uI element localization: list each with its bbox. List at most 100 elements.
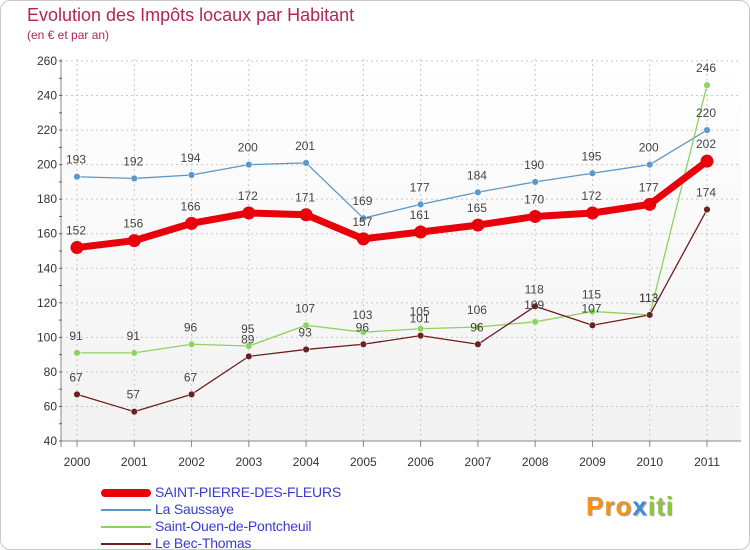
legend-label: SAINT-PIERRE-DES-FLEURS — [155, 484, 341, 500]
data-label: 107 — [295, 301, 315, 315]
data-label: 220 — [696, 106, 716, 120]
data-label: 106 — [467, 303, 487, 317]
x-tick-label: 2008 — [522, 455, 549, 469]
data-label: 190 — [524, 158, 544, 172]
data-label: 105 — [410, 305, 430, 319]
series-line-1 — [76, 129, 708, 219]
data-point — [245, 161, 253, 169]
data-point — [703, 126, 711, 134]
data-point — [299, 208, 313, 222]
logo-letter: x — [632, 491, 648, 521]
data-point — [242, 206, 256, 220]
data-label: 194 — [181, 151, 201, 165]
data-point — [417, 332, 425, 340]
data-point — [417, 200, 425, 208]
data-point — [528, 209, 542, 223]
data-label: 152 — [66, 224, 86, 238]
data-label: 91 — [69, 329, 83, 343]
data-label: 171 — [295, 191, 315, 205]
data-label: 200 — [238, 141, 258, 155]
data-point — [531, 302, 539, 310]
grid-lines — [61, 59, 741, 442]
data-point — [70, 241, 84, 255]
data-point — [646, 311, 654, 319]
data-point — [585, 206, 599, 220]
chart-subtitle: (en € et par an) — [27, 28, 110, 42]
y-tick-label: 200 — [37, 158, 57, 172]
legend-swatch — [101, 508, 151, 511]
data-point — [302, 321, 310, 329]
data-point — [703, 81, 711, 89]
logo-letter: t — [656, 491, 666, 521]
data-label: 96 — [470, 320, 484, 334]
data-point — [531, 178, 539, 186]
data-label: 115 — [582, 287, 601, 301]
data-point — [588, 169, 597, 177]
data-point — [245, 352, 253, 360]
data-point — [700, 154, 714, 168]
y-tick-label: 40 — [44, 434, 58, 448]
x-tick-label: 2002 — [178, 455, 205, 469]
data-point — [356, 232, 370, 246]
data-label: 95 — [241, 322, 255, 336]
plot-background — [61, 59, 741, 441]
y-tick-label: 140 — [37, 261, 57, 275]
data-label: 67 — [69, 370, 83, 384]
data-label: 170 — [524, 192, 544, 206]
y-tick-label: 120 — [37, 296, 57, 310]
data-label: 200 — [639, 141, 659, 155]
y-tick-label: 220 — [37, 123, 57, 137]
proxiti-logo: Proxiti — [586, 491, 674, 522]
x-tick-label: 2010 — [636, 455, 663, 469]
data-label: 177 — [410, 180, 430, 194]
data-point — [302, 159, 310, 167]
data-label: 107 — [581, 301, 601, 315]
data-point — [359, 340, 367, 348]
x-tick-label: 2000 — [64, 455, 91, 469]
y-tick-label: 260 — [37, 54, 57, 68]
data-point — [474, 340, 482, 348]
data-label: 193 — [66, 153, 86, 167]
y-tick-label: 80 — [44, 365, 58, 379]
x-tick-label: 2003 — [235, 455, 262, 469]
data-point — [643, 197, 657, 211]
x-tick-label: 2006 — [407, 455, 434, 469]
data-label: 113 — [639, 291, 658, 305]
x-tick-label: 2004 — [293, 455, 320, 469]
y-tick-label: 180 — [37, 192, 57, 206]
y-tick-label: 100 — [37, 330, 57, 344]
y-tick-label: 160 — [37, 227, 57, 241]
data-point — [414, 225, 428, 239]
data-label: 91 — [127, 329, 141, 343]
data-point — [646, 161, 654, 169]
data-point — [471, 218, 485, 232]
data-point — [130, 349, 138, 357]
data-point — [130, 408, 138, 416]
x-tick-label: 2001 — [121, 455, 148, 469]
data-label: 67 — [184, 370, 198, 384]
data-label: 96 — [184, 320, 198, 334]
data-label: 156 — [123, 217, 143, 231]
data-point — [187, 171, 196, 179]
x-tick-label: 2011 — [694, 455, 720, 469]
data-label: 165 — [467, 201, 487, 215]
data-label: 93 — [298, 325, 312, 339]
legend-label: Saint-Ouen-de-Pontcheuil — [155, 518, 312, 534]
logo-letter: o — [615, 491, 633, 521]
data-label: 118 — [525, 282, 544, 296]
data-label: 89 — [241, 332, 255, 346]
data-label: 184 — [467, 168, 487, 182]
data-label: 177 — [639, 180, 659, 194]
data-label: 166 — [181, 199, 201, 213]
x-tick-label: 2005 — [350, 455, 377, 469]
axes: 40 60 80 100 120 140 160 180 200 220 240 260 2000 200… — [37, 54, 741, 469]
legend-swatch — [101, 525, 151, 528]
data-label: 109 — [524, 298, 544, 312]
data-point — [531, 318, 539, 326]
data-point — [185, 216, 199, 230]
data-label: 57 — [127, 388, 141, 402]
data-point — [703, 205, 711, 214]
logo-letter: P — [586, 491, 605, 521]
data-point — [73, 390, 81, 398]
